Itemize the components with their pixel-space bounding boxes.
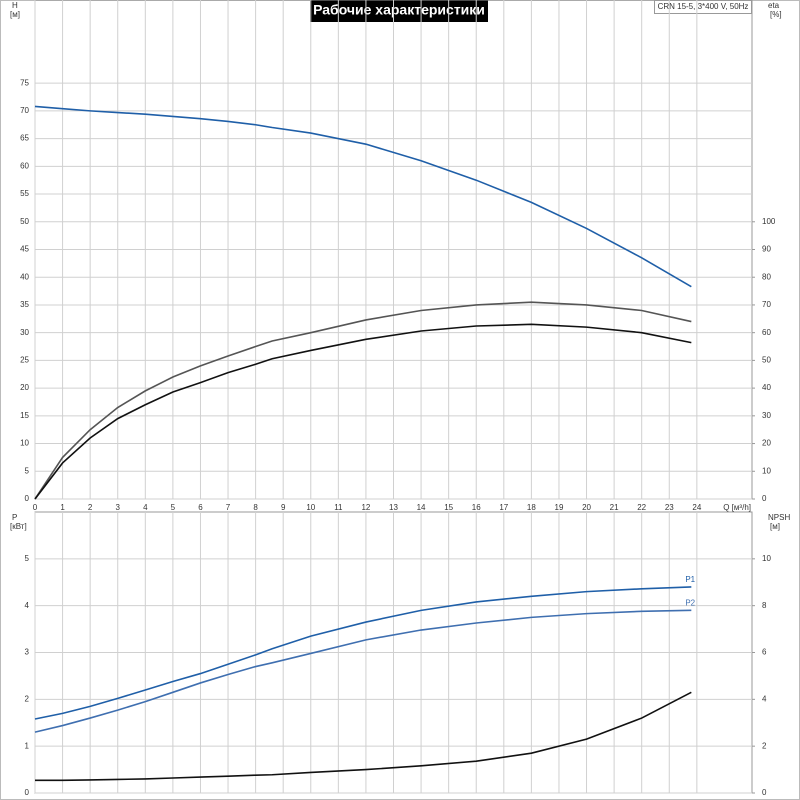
x-tick-label: 16 [472,503,481,512]
x-tick-label: 2 [88,503,93,512]
x-tick-label: 9 [281,503,286,512]
x-tick-label: 12 [361,503,370,512]
series-line [34,609,692,733]
y-tick-label: 20 [20,383,29,392]
title-box [310,0,488,22]
y2-tick-label: 8 [762,601,767,610]
y-tick-label: 10 [20,439,29,448]
series-line [34,586,692,720]
y2-tick-label: 90 [762,245,771,254]
y-tick-label: 5 [25,554,30,563]
y2-tick-label: 40 [762,383,771,392]
y2-axis-unit: [%] [770,10,782,19]
y2-tick-label: 20 [762,439,771,448]
y2-tick-label: 60 [762,328,771,337]
x-tick-label: 14 [417,503,426,512]
series-line [34,105,692,288]
x-tick-label: 24 [692,503,701,512]
y-tick-label: 30 [20,328,29,337]
x-axis-label: Q [м³/h] [723,503,751,512]
x-tick-label: 8 [253,503,258,512]
y-tick-label: 60 [20,161,29,170]
x-tick-label: 6 [198,503,203,512]
y-tick-label: 55 [20,189,29,198]
chart-title: Рабочие характеристики [313,2,485,18]
x-tick-label: 0 [33,503,38,512]
y-tick-label: 4 [25,601,30,610]
x-tick-label: 15 [444,503,453,512]
y2-axis-label: eta [768,1,780,10]
y-tick-label: 25 [20,355,29,364]
series-line [34,301,692,500]
x-tick-label: 20 [582,503,591,512]
y-tick-label: 15 [20,411,29,420]
y-tick-label: 45 [20,245,29,254]
x-tick-label: 21 [610,503,619,512]
y-tick-label: 0 [25,494,30,503]
y-tick-label: 5 [25,466,30,475]
y-tick-label: 3 [25,648,30,657]
x-tick-label: 11 [334,503,343,512]
x-tick-label: 1 [60,503,65,512]
x-tick-label: 7 [226,503,231,512]
y2-axis-unit: [м] [770,522,780,531]
y2-tick-label: 70 [762,300,771,309]
y-tick-label: 65 [20,134,29,143]
y2-tick-label: 6 [762,648,767,657]
y2-tick-label: 30 [762,411,771,420]
y-tick-label: 40 [20,272,29,281]
y2-tick-label: 4 [762,694,767,703]
y2-tick-label: 0 [762,494,767,503]
y2-tick-label: 100 [762,217,776,226]
y-tick-label: 70 [20,106,29,115]
y-axis-unit: [м] [10,10,20,19]
series-label: P1 [685,575,695,584]
x-tick-label: 19 [555,503,564,512]
y2-tick-label: 80 [762,272,771,281]
x-tick-label: 18 [527,503,536,512]
x-tick-label: 17 [499,503,508,512]
y2-tick-label: 2 [762,741,767,750]
x-tick-label: 23 [665,503,674,512]
series-line [34,323,692,500]
y-tick-label: 1 [25,741,30,750]
x-tick-label: 4 [143,503,148,512]
y-axis-label: P [12,513,17,522]
y2-tick-label: 0 [762,788,767,797]
y2-tick-label: 50 [762,355,771,364]
y-tick-label: 75 [20,78,29,87]
y2-tick-label: 10 [762,554,771,563]
y-tick-label: 2 [25,694,30,703]
x-tick-label: 3 [116,503,121,512]
y-tick-label: 35 [20,300,29,309]
series-label: P2 [685,598,695,607]
x-tick-label: 13 [389,503,398,512]
y-tick-label: 0 [25,788,30,797]
series-line [35,691,692,782]
y2-axis-label: NPSH [768,513,790,522]
x-tick-label: 5 [171,503,176,512]
y-axis-unit: [кВт] [10,522,27,531]
y-tick-label: 50 [20,217,29,226]
y2-tick-label: 10 [762,466,771,475]
y-axis-label: H [12,1,18,10]
model-label: CRN 15-5, 3*400 V, 50Hz [658,2,749,11]
x-tick-label: 22 [637,503,646,512]
x-tick-label: 10 [306,503,315,512]
